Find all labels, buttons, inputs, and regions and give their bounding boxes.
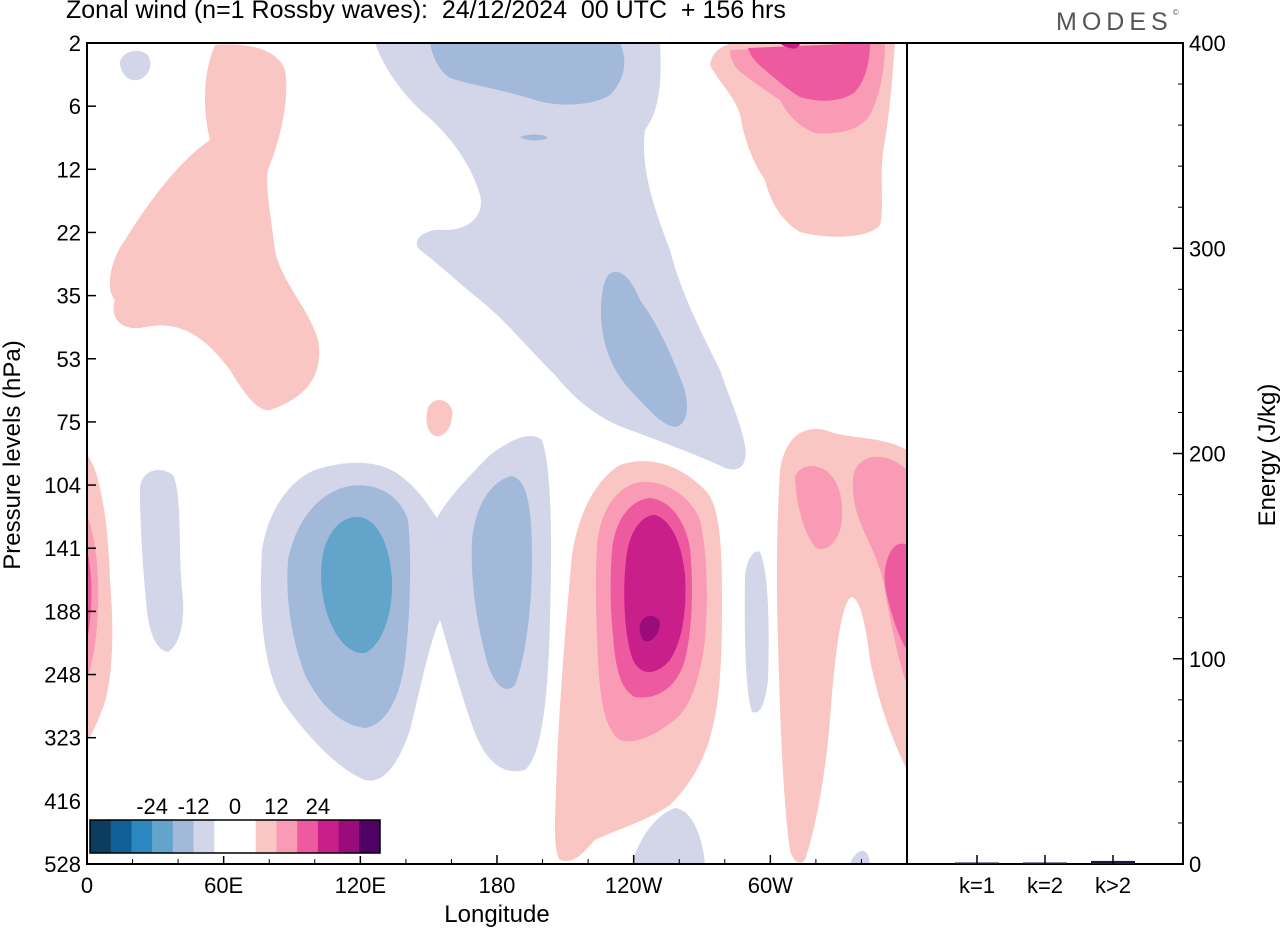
colorbar: -24 -12 0 12 24 <box>88 790 382 856</box>
energy-bar-labels: k=1 k=2 k>2 <box>959 855 1131 898</box>
pressure-tick-label: 416 <box>44 789 81 814</box>
contour-field <box>87 43 907 864</box>
contour-positive-small-blob <box>426 399 453 437</box>
energy-category-label: k=2 <box>1027 873 1063 898</box>
colorbar-swatch <box>359 820 381 853</box>
longitude-tick-label: 120E <box>335 873 386 898</box>
contour-negative-upper-inner <box>430 43 625 105</box>
colorbar-tick-label: 12 <box>264 794 288 819</box>
energy-category-label: k>2 <box>1095 873 1131 898</box>
pressure-tick-label: 248 <box>44 663 81 688</box>
pressure-tick-label: 2 <box>69 31 81 56</box>
longitude-tick-label: 60E <box>204 873 243 898</box>
pressure-tick-label: 12 <box>57 157 81 182</box>
colorbar-swatch <box>193 820 215 853</box>
colorbar-swatch <box>90 820 112 853</box>
pressure-tick-label: 104 <box>44 473 81 498</box>
pressure-axis: 2 6 12 22 35 53 75 104 141 188 248 323 416 528 <box>44 31 96 877</box>
energy-plot-frame <box>906 42 1184 865</box>
x-axis-title: Longitude <box>444 901 549 928</box>
brand-logo: MODES© <box>1056 8 1179 37</box>
contour-positive-left-edge <box>87 455 113 740</box>
pressure-tick-label: 528 <box>44 852 81 877</box>
pressure-tick-label: 75 <box>57 410 81 435</box>
colorbar-swatch <box>255 820 277 853</box>
contour-positive-cell-core <box>639 615 660 642</box>
pressure-tick-label: 35 <box>57 284 81 309</box>
colorbar-tick-label: -12 <box>178 794 210 819</box>
pressure-tick-label: 323 <box>44 726 81 751</box>
contour-negative-thin-60w <box>744 551 769 713</box>
energy-axis: 0 100 200 300 400 <box>1173 31 1226 877</box>
chart-title: Zonal wind (n=1 Rossby waves): 24/12/202… <box>66 0 786 24</box>
brand-mark: © <box>1172 8 1179 17</box>
contour-negative-mid-inner <box>601 271 687 427</box>
colorbar-tick-label: -24 <box>136 794 168 819</box>
longitude-tick-label: 120W <box>605 873 663 898</box>
contour-positive-upper-right-ring2 <box>748 43 870 101</box>
energy-tick-label: 300 <box>1189 236 1226 261</box>
contour-positive-right-core <box>884 543 907 650</box>
contour-negative-bottom-blob <box>632 808 705 864</box>
energy-tick-label: 100 <box>1189 647 1226 672</box>
contour-positive-right-inner-a <box>795 466 843 550</box>
colorbar-swatch <box>297 820 319 853</box>
colorbar-swatch <box>235 820 257 853</box>
contour-positive-left-edge-core <box>87 550 92 640</box>
colorbar-tick-label: 0 <box>229 794 241 819</box>
colorbar-swatch <box>338 820 360 853</box>
colorbar-tick-label: 24 <box>306 794 330 819</box>
pressure-tick-label: 188 <box>44 599 81 624</box>
colorbar-swatch <box>172 820 194 853</box>
energy-tick-label: 0 <box>1189 852 1201 877</box>
contour-negative-bottom-small <box>850 850 870 864</box>
pressure-tick-label: 6 <box>69 94 81 119</box>
longitude-tick-label: 180 <box>479 873 516 898</box>
contour-positive-cell-ring3 <box>624 515 686 673</box>
contour-positive-upper-left <box>109 44 320 411</box>
longitude-tick-label: 0 <box>81 873 93 898</box>
energy-axis-title: Energy (J/kg) <box>1254 384 1280 527</box>
brand-name: MODES <box>1056 8 1173 36</box>
pressure-tick-label: 141 <box>44 536 81 561</box>
contour-negative-small-top <box>119 50 151 81</box>
colorbar-swatch <box>276 820 298 853</box>
colorbar-swatch <box>131 820 153 853</box>
contour-negative-cell-180-mid <box>471 476 532 689</box>
energy-tick-label: 200 <box>1189 442 1226 467</box>
longitude-axis: 0 60E 120E 180 120W 60W <box>81 855 862 898</box>
longitude-tick-label: 60W <box>748 873 793 898</box>
contour-positive-right-inner-b <box>852 456 907 685</box>
colorbar-swatch <box>214 820 236 853</box>
contour-negative-cell-120e-core <box>321 516 393 654</box>
pressure-tick-label: 53 <box>57 347 81 372</box>
y-axis-title: Pressure levels (hPa) <box>0 340 26 569</box>
contour-negative-thin <box>520 134 548 141</box>
contour-positive-upper-right-core <box>780 43 800 49</box>
colorbar-frame <box>89 819 381 854</box>
contour-positive-left-edge-inner <box>87 515 99 680</box>
energy-category-label: k=1 <box>959 873 995 898</box>
pressure-tick-label: 22 <box>57 220 81 245</box>
energy-tick-label: 400 <box>1189 31 1226 56</box>
contour-negative-left-blob <box>140 470 184 652</box>
colorbar-swatch <box>110 820 132 853</box>
colorbar-swatch <box>152 820 174 853</box>
colorbar-swatch <box>317 820 339 853</box>
